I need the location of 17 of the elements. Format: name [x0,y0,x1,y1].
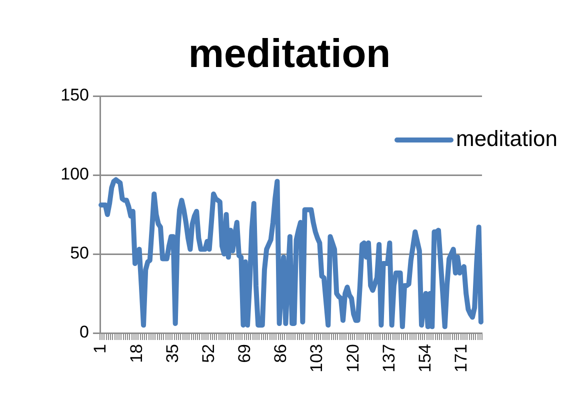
x-tick-label: 69 [235,344,254,363]
x-tick-label: 154 [415,344,434,372]
y-tick-label: 50 [70,244,89,263]
x-tick-label: 137 [379,344,398,372]
x-tick-label: 18 [126,344,146,363]
x-tick-label: 171 [452,344,471,372]
x-tick-label: 86 [271,344,290,363]
x-tick-label: 35 [162,344,182,363]
x-tick-label: 1 [90,344,110,354]
x-tick-label: 103 [307,344,326,372]
y-tick-label: 150 [60,86,89,105]
y-tick-label: 0 [80,322,89,342]
y-tick-label: 100 [60,164,89,184]
x-tick-label: 52 [198,344,218,363]
chart-title: meditation [188,32,391,76]
x-tick-label: 120 [343,344,362,372]
legend-label: meditation [456,126,558,152]
